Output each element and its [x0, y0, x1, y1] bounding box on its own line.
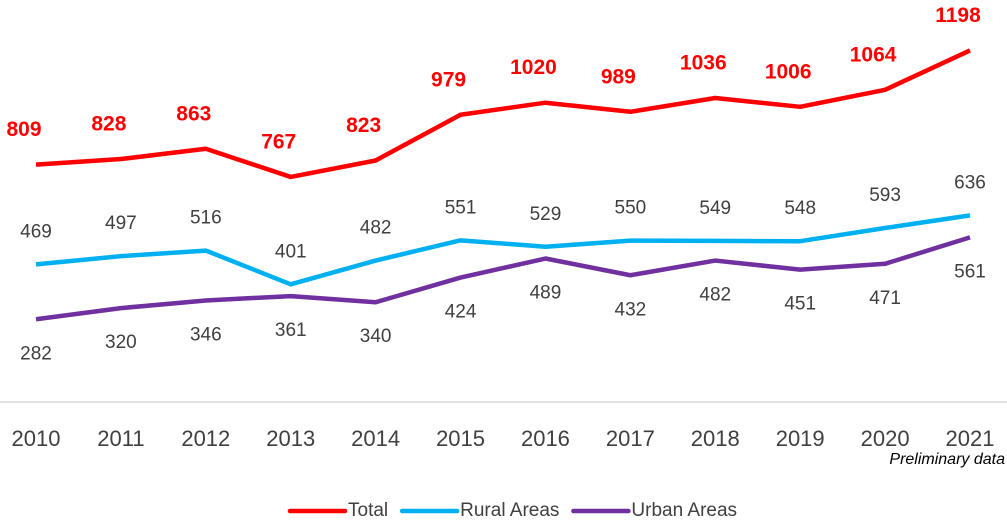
data-label: 989: [601, 65, 636, 88]
x-tick-label: 2013: [266, 426, 315, 451]
data-label: 561: [954, 261, 986, 282]
x-tick-label: 2014: [351, 426, 400, 451]
x-tick-label: 2010: [12, 426, 61, 451]
data-label: 809: [6, 118, 41, 141]
x-tick-label: 2021: [946, 426, 995, 451]
data-label: 469: [20, 221, 52, 242]
x-tick-label: 2016: [521, 426, 570, 451]
data-label: 863: [176, 102, 211, 125]
x-tick-label: 2019: [776, 426, 825, 451]
x-tick-label: 2018: [691, 426, 740, 451]
legend-label: Urban Areas: [631, 500, 737, 521]
data-label: 979: [431, 68, 466, 91]
data-label: 282: [20, 343, 52, 364]
data-label: 529: [530, 204, 562, 225]
data-label: 549: [699, 198, 731, 219]
x-tick-label: 2011: [97, 426, 144, 451]
data-label: 828: [91, 113, 126, 136]
data-label: 497: [105, 213, 137, 234]
data-label: 516: [190, 208, 222, 229]
legend-label: Rural Areas: [460, 500, 559, 521]
data-label: 1036: [680, 52, 727, 75]
data-label: 550: [615, 198, 647, 219]
data-label: 1020: [510, 56, 557, 79]
data-label: 1198: [935, 4, 981, 27]
x-tick-label: 2012: [181, 426, 230, 451]
data-label: 346: [190, 324, 222, 345]
data-label: 424: [445, 302, 477, 323]
data-label: 401: [275, 241, 307, 262]
series-line: [35, 48, 971, 180]
data-label: 482: [699, 285, 731, 306]
data-label: 451: [784, 294, 816, 315]
data-label: 320: [105, 332, 137, 353]
x-tick-label: 2020: [861, 426, 910, 451]
x-tick-label: 2015: [436, 426, 485, 451]
data-label: 1006: [765, 60, 812, 83]
data-label: 432: [615, 299, 647, 320]
data-label: 636: [954, 172, 986, 193]
data-label: 551: [445, 197, 477, 218]
data-label: 482: [360, 218, 392, 239]
data-label: 489: [530, 283, 562, 304]
data-label: 1064: [850, 43, 897, 66]
data-label: 361: [275, 320, 307, 341]
x-tick-label: 2017: [606, 426, 655, 451]
data-label: 593: [869, 185, 901, 206]
data-label: 340: [360, 326, 392, 347]
data-label: 548: [784, 198, 816, 219]
annotation: Preliminary data: [889, 451, 1005, 468]
series-line: [35, 235, 971, 322]
data-label: 767: [261, 130, 296, 153]
legend-label: Total: [348, 500, 388, 521]
data-label: 471: [869, 288, 901, 309]
series-line: [35, 213, 971, 287]
data-label: 823: [346, 114, 381, 137]
